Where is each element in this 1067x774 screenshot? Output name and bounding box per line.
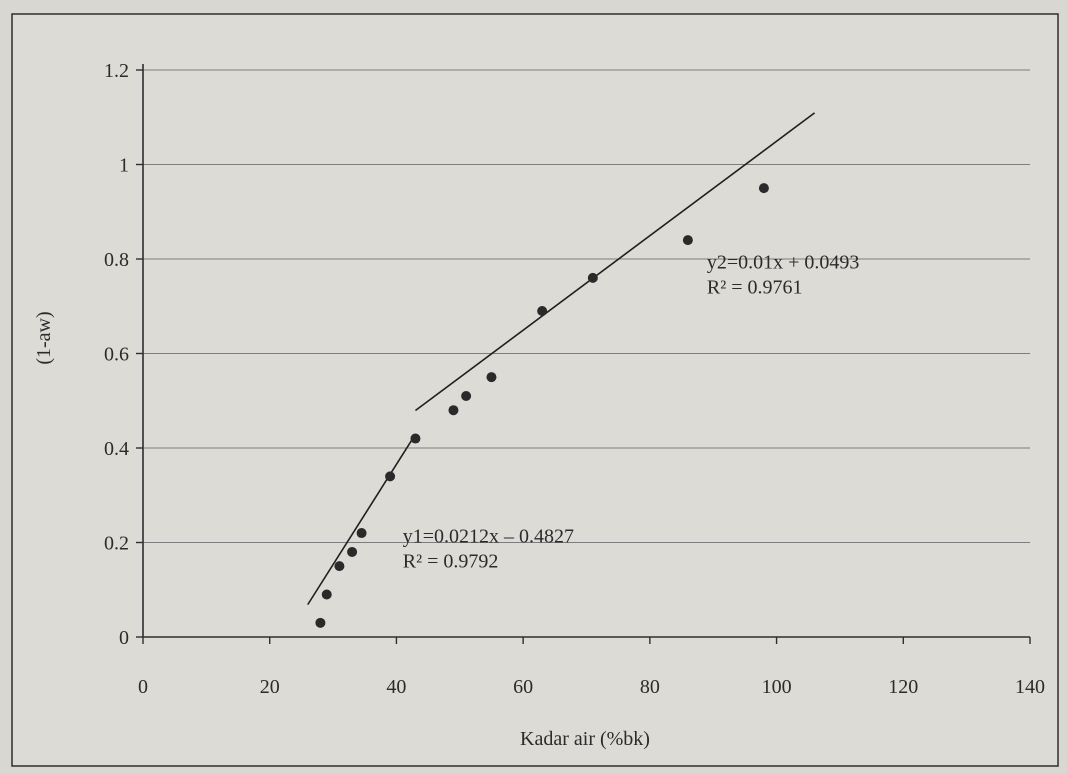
data-point-5 [385, 471, 395, 481]
data-point-13 [759, 183, 769, 193]
annotation-2-equation: y2=0.01x + 0.0493 [707, 251, 860, 273]
data-point-3 [347, 547, 357, 557]
y-tick-label-5: 1 [119, 155, 129, 177]
y-tick-label-4: 0.8 [104, 249, 129, 271]
data-point-4 [357, 528, 367, 538]
x-tick-label-7: 140 [1015, 676, 1045, 698]
annotation-1-equation: y1=0.0212x – 0.4827 [403, 526, 574, 548]
y-tick-label-6: 1.2 [104, 60, 129, 82]
data-point-0 [315, 618, 325, 628]
y-tick-label-0: 0 [119, 627, 129, 649]
data-point-11 [588, 273, 598, 283]
data-point-1 [322, 589, 332, 599]
chart-frame [12, 14, 1058, 766]
data-point-12 [683, 235, 693, 245]
x-tick-label-6: 120 [888, 676, 918, 698]
data-point-9 [486, 372, 496, 382]
x-tick-label-1: 20 [260, 676, 280, 698]
x-tick-label-4: 80 [640, 676, 660, 698]
y-tick-label-2: 0.4 [104, 438, 129, 460]
x-axis-label: Kadar air (%bk) [520, 728, 650, 750]
y-tick-label-3: 0.6 [104, 344, 129, 366]
annotation-1-r2: R² = 0.9792 [403, 551, 499, 573]
x-tick-label-3: 60 [513, 676, 533, 698]
data-point-8 [461, 391, 471, 401]
x-tick-label-5: 100 [762, 676, 792, 698]
data-point-6 [410, 434, 420, 444]
data-point-2 [334, 561, 344, 571]
y-axis-label: (1-aw) [33, 311, 55, 364]
y-tick-label-1: 0.2 [104, 533, 129, 555]
x-tick-label-0: 0 [138, 676, 148, 698]
annotation-2-r2: R² = 0.9761 [707, 276, 803, 298]
data-point-7 [448, 405, 458, 415]
x-tick-label-2: 40 [386, 676, 406, 698]
data-point-10 [537, 306, 547, 316]
